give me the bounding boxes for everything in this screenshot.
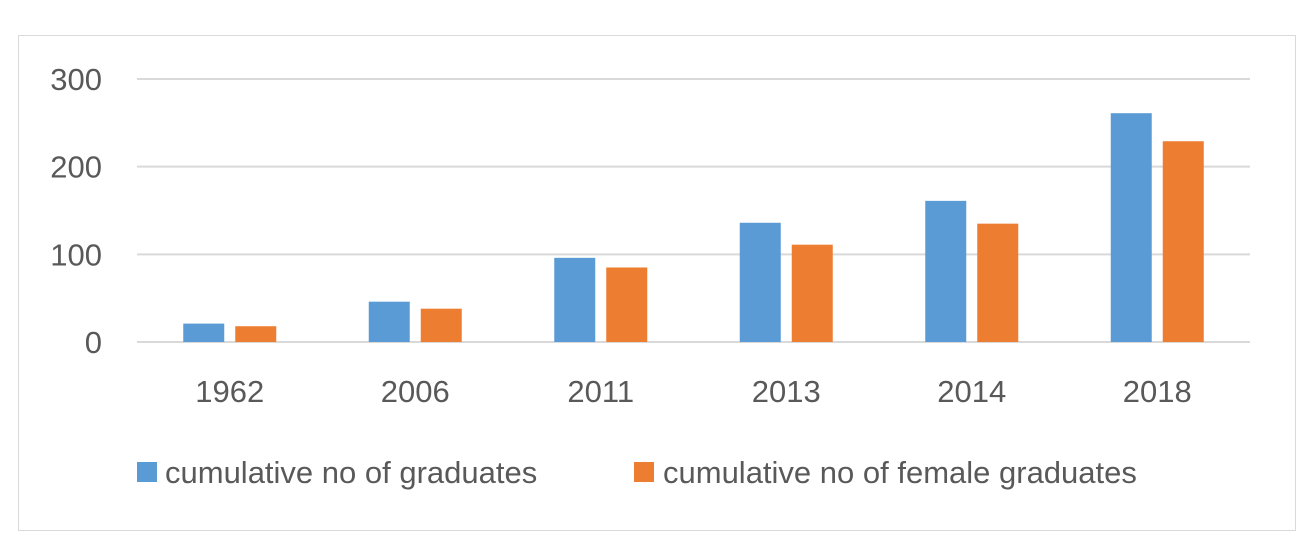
x-axis-labels: 1962 2006 2011 2013 2014 2018 [195, 374, 1191, 409]
y-tick-label: 100 [50, 237, 102, 272]
y-tick-label: 300 [50, 62, 102, 97]
bar-graduates-1962 [183, 323, 225, 342]
bar-graduates-2013 [739, 222, 781, 342]
x-tick-label: 2006 [381, 374, 450, 409]
y-tick-label: 200 [50, 150, 102, 185]
x-tick-label: 2014 [937, 374, 1006, 409]
x-tick-label: 2018 [1123, 374, 1192, 409]
legend-swatch [634, 462, 654, 482]
legend: cumulative no of graduates cumulative no … [137, 455, 1137, 490]
bar-graduates-2011 [554, 257, 596, 342]
bar-graduates-2014 [925, 200, 967, 342]
y-axis-labels: 0 100 200 300 [50, 62, 102, 360]
bar-female-graduates-2013 [791, 244, 833, 342]
legend-swatch [137, 462, 157, 482]
x-tick-label: 2013 [752, 374, 821, 409]
y-tick-label: 0 [85, 325, 102, 360]
x-tick-label: 1962 [195, 374, 264, 409]
bar-graduates-2018 [1110, 113, 1152, 342]
gridlines [137, 78, 1250, 343]
legend-label: cumulative no of graduates [165, 455, 537, 490]
bar-female-graduates-2018 [1162, 141, 1204, 342]
bars [183, 113, 1204, 342]
bar-female-graduates-2014 [977, 223, 1019, 342]
legend-label: cumulative no of female graduates [663, 455, 1137, 490]
chart-frame [18, 35, 1296, 531]
bar-female-graduates-2011 [606, 267, 648, 342]
bar-female-graduates-2006 [420, 308, 462, 342]
bar-graduates-2006 [368, 301, 410, 342]
x-tick-label: 2011 [567, 374, 634, 409]
bar-female-graduates-1962 [235, 326, 277, 342]
